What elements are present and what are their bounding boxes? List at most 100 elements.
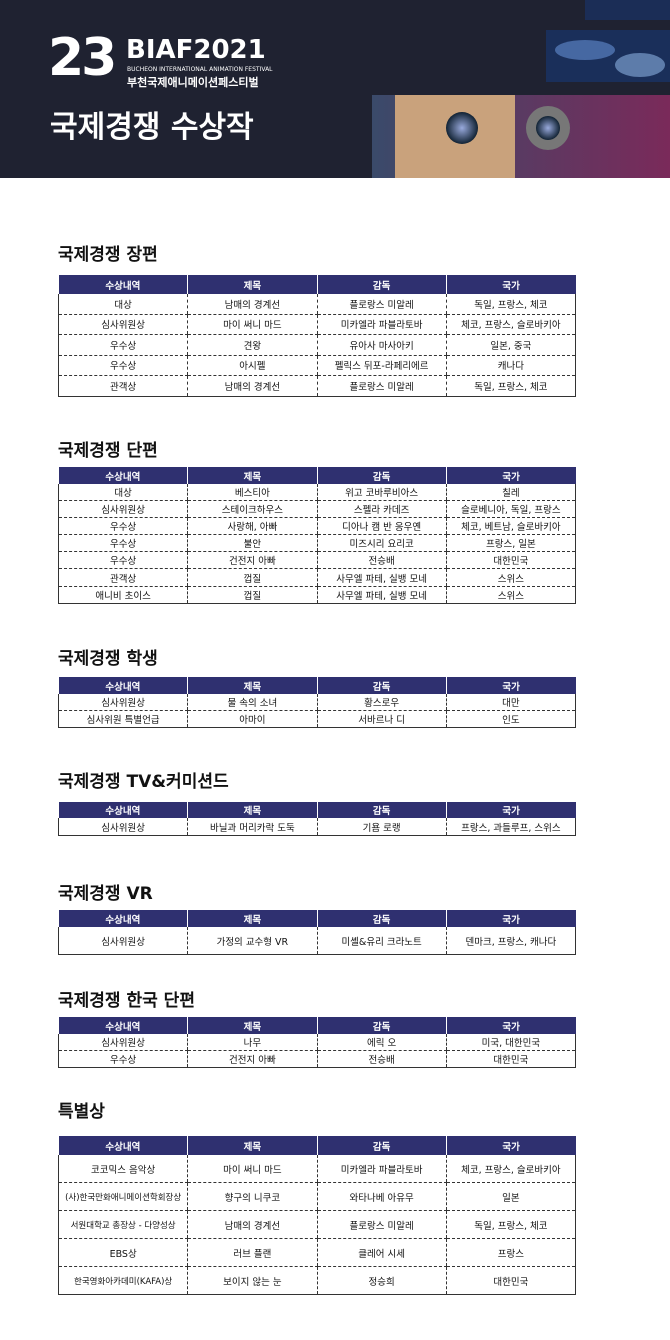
award-row: 우수상 불안 미즈시리 요리코 프랑스, 일본 (57, 534, 577, 553)
cell: 유아사 마사아키 (316, 334, 447, 356)
cell: 프랑스 (445, 1238, 577, 1267)
awards-table: 수상내역 제목 감독 국가 심사위원상 가정의 교수형 VR 미셸&유리 크라노트 덴마크, … (57, 910, 577, 955)
cell: 러브 플랜 (187, 1238, 317, 1267)
cell: 플로랑스 미알레 (316, 375, 447, 397)
column-header: 국가 (445, 275, 576, 294)
cell: 와타나베 아유무 (316, 1182, 447, 1211)
award-row: 우수상 아시펠 펠릭스 뒤포-라페리에르 캐나다 (57, 355, 577, 376)
cell: 사랑해, 아빠 (187, 517, 317, 536)
award-row: 서원대학교 총장상 - 다양성상 남매의 경계선 플로랑스 미알레 독일, 프랑스, … (57, 1210, 577, 1239)
cell: 우수상 (57, 517, 188, 536)
cell: 가정의 교수형 VR (187, 927, 317, 955)
cell: 위고 코바루비아스 (316, 484, 447, 502)
cell: 마이 써니 마드 (187, 314, 317, 335)
column-header: 제목 (187, 1136, 317, 1155)
cell: 대한민국 (445, 551, 577, 570)
cell: 우수상 (57, 334, 188, 356)
award-row: 관객상 껍질 사무엘 파테, 실뱅 모네 스위스 (57, 568, 577, 587)
cell: 심사위원상 (57, 694, 188, 711)
cell: 심사위원상 (57, 818, 188, 836)
column-header: 제목 (187, 275, 317, 294)
column-header: 감독 (316, 467, 447, 484)
cell: 향구의 니쿠코 (187, 1182, 317, 1211)
cell: 정승희 (316, 1266, 447, 1295)
cell: 스펠라 카데즈 (316, 500, 447, 519)
award-row: 심사위원상 물 속의 소녀 황스로우 대만 (57, 694, 577, 711)
header-row: 수상내역 제목 감독 국가 (58, 467, 576, 484)
header-row: 수상내역 제목 감독 국가 (58, 910, 576, 927)
subtitle-ko: 부천국제애니메이션페스티벌 (127, 76, 259, 89)
brand: BIAF2021 (126, 35, 266, 65)
column-header: 제목 (187, 910, 317, 927)
cell: 디아나 캠 반 응우옌 (316, 517, 447, 536)
award-row: 대상 남매의 경계선 플로랑스 미알레 독일, 프랑스, 체코 (57, 294, 577, 315)
awards-table: 수상내역 제목 감독 국가 대상 남매의 경계선 플로랑스 미알레 독일, 프랑스, 체코 심사… (57, 275, 577, 397)
column-header: 국가 (445, 802, 576, 818)
header-row: 수상내역 제목 감독 국가 (58, 1017, 576, 1034)
cell: 나무 (187, 1034, 317, 1051)
cell: 전승배 (316, 1050, 447, 1068)
cell: 서바르나 디 (316, 710, 447, 728)
column-header: 감독 (316, 802, 447, 818)
cell: 일본 (445, 1182, 577, 1211)
section-title: 국제경쟁 학생 (58, 649, 158, 669)
cell: 대상 (57, 484, 188, 502)
cell: 덴마크, 프랑스, 캐나다 (445, 927, 577, 955)
award-row: 코코믹스 음악상 마이 써니 마드 미카엘라 파블라토바 체코, 프랑스, 슬로바키아 (57, 1155, 577, 1183)
award-row: 우수상 사랑해, 아빠 디아나 캠 반 응우옌 체코, 베트남, 슬로바키아 (57, 517, 577, 536)
cell: 체코, 베트남, 슬로바키아 (445, 517, 577, 536)
column-header: 제목 (187, 1017, 317, 1034)
column-header: 국가 (445, 467, 576, 484)
column-header: 감독 (316, 1136, 447, 1155)
column-header: 수상내역 (58, 1136, 188, 1155)
section-title: 국제경쟁 장편 (58, 245, 158, 265)
column-header: 수상내역 (58, 467, 188, 484)
award-row: 한국영화아카데미(KAFA)상 보이지 않는 눈 정승희 대한민국 (57, 1266, 577, 1295)
cell: 독일, 프랑스, 체코 (445, 294, 577, 315)
award-row: 심사위원상 가정의 교수형 VR 미셸&유리 크라노트 덴마크, 프랑스, 캐나다 (57, 927, 577, 955)
header-row: 수상내역 제목 감독 국가 (58, 677, 576, 694)
award-row: 관객상 남매의 경계선 플로랑스 미알레 독일, 프랑스, 체코 (57, 375, 577, 397)
cell: 전승배 (316, 551, 447, 570)
award-row: (사)한국만화애니메이션학회장상 향구의 니쿠코 와타나베 아유무 일본 (57, 1182, 577, 1211)
column-header: 국가 (445, 1017, 576, 1034)
cell: 대만 (445, 694, 577, 711)
cell: (사)한국만화애니메이션학회장상 (57, 1182, 188, 1211)
cell: 껍질 (187, 586, 317, 604)
title: 국제경쟁 수상작 (50, 110, 254, 145)
cell: 프랑스, 일본 (445, 534, 577, 553)
award-row: EBS상 러브 플랜 클레어 시세 프랑스 (57, 1238, 577, 1267)
cell: 남매의 경계선 (187, 294, 317, 315)
cell: 베스티아 (187, 484, 317, 502)
cell: 슬로베니아, 독일, 프랑스 (445, 500, 577, 519)
cell: 바닐과 머리카락 도둑 (187, 818, 317, 836)
column-header: 수상내역 (58, 1017, 188, 1034)
cell: 불안 (187, 534, 317, 553)
awards-table: 수상내역 제목 감독 국가 대상 베스티아 위고 코바루비아스 칠레 심사위원상 스테이크하우스 스… (57, 467, 577, 604)
column-header: 수상내역 (58, 677, 188, 694)
cell: 인도 (445, 710, 577, 728)
logo-number: 23 (48, 28, 117, 88)
award-row: 심사위원상 스테이크하우스 스펠라 카데즈 슬로베니아, 독일, 프랑스 (57, 500, 577, 519)
award-row: 우수상 견왕 유아사 마사아키 일본, 중국 (57, 334, 577, 356)
section-title: 국제경쟁 한국 단편 (58, 991, 195, 1011)
cell: 껍질 (187, 568, 317, 587)
section-title: 특별상 (58, 1102, 105, 1122)
cell: 대한민국 (445, 1050, 577, 1068)
cell: 칠레 (445, 484, 577, 502)
cell: 우수상 (57, 355, 188, 376)
cell: 체코, 프랑스, 슬로바키아 (445, 1155, 577, 1183)
award-row: 심사위원상 바닐과 머리카락 도둑 기욤 로랭 프랑스, 과들루프, 스위스 (57, 818, 577, 836)
cell: 미즈시리 요리코 (316, 534, 447, 553)
column-header: 제목 (187, 802, 317, 818)
column-header: 국가 (445, 910, 576, 927)
subtitle-en: BUCHEON INTERNATIONAL ANIMATION FESTIVAL (127, 66, 273, 73)
header-row: 수상내역 제목 감독 국가 (58, 802, 576, 818)
header-art (372, 0, 670, 178)
column-header: 감독 (316, 275, 447, 294)
cell: 미카엘라 파블라토바 (316, 1155, 447, 1183)
cell: 미카엘라 파블라토바 (316, 314, 447, 335)
column-header: 감독 (316, 1017, 447, 1034)
column-header: 제목 (187, 467, 317, 484)
